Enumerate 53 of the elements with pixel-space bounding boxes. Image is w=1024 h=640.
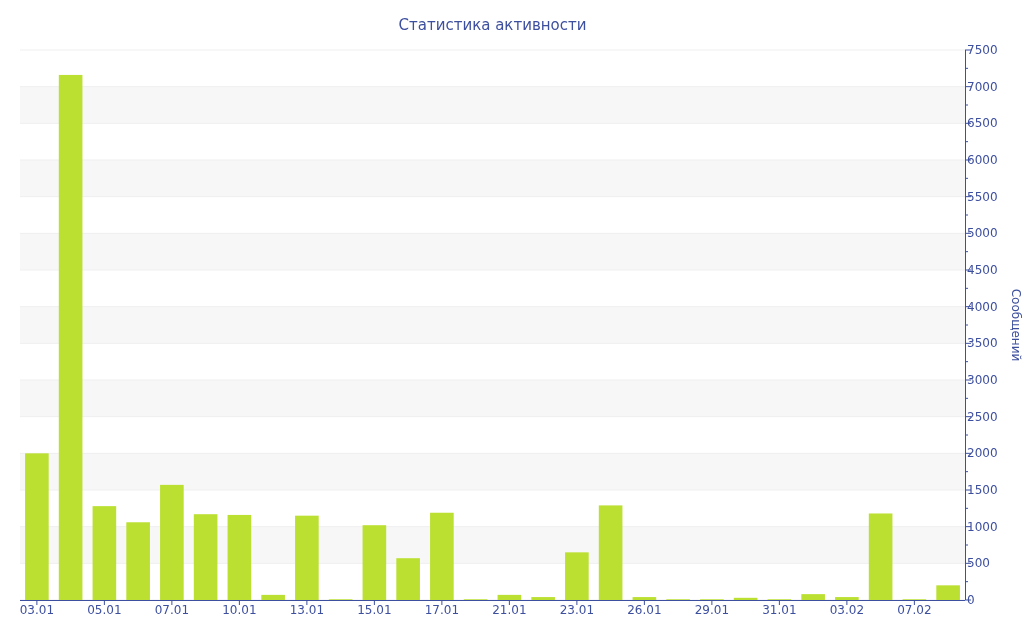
y-tick-label: 4000 bbox=[967, 299, 998, 314]
bar bbox=[193, 514, 218, 600]
y-tick-label: 7000 bbox=[967, 79, 998, 94]
bar bbox=[936, 585, 960, 600]
bar bbox=[565, 552, 589, 600]
x-tick-label: 23.01 bbox=[559, 603, 595, 617]
bar bbox=[160, 484, 184, 600]
x-tick-label: 17.01 bbox=[424, 603, 460, 617]
y-tick-label: 3500 bbox=[967, 336, 998, 351]
chart-title: Статистика активности bbox=[398, 16, 587, 34]
x-tick-label: 15.01 bbox=[357, 603, 392, 617]
x-tick-label: 21.01 bbox=[492, 603, 527, 617]
bar bbox=[835, 597, 859, 600]
bar bbox=[430, 512, 454, 600]
bar bbox=[227, 514, 252, 600]
bar bbox=[801, 594, 825, 600]
y-tick-label: 2500 bbox=[967, 409, 998, 424]
x-tick-label: 26.01 bbox=[627, 603, 662, 617]
bar bbox=[295, 515, 319, 600]
y-tick-label: 5500 bbox=[967, 189, 998, 204]
x-tick-label: 03.01 bbox=[19, 603, 55, 617]
x-tick-label: 10.01 bbox=[222, 603, 257, 617]
x-tick-label: 31.01 bbox=[762, 603, 797, 617]
bar bbox=[92, 506, 117, 600]
y-tick-label: 1500 bbox=[967, 483, 998, 497]
bar bbox=[261, 594, 285, 600]
bar bbox=[126, 522, 150, 600]
x-tick-label: 07.01 bbox=[154, 603, 190, 617]
y-axis-title: Сообщений bbox=[1009, 288, 1023, 362]
bar bbox=[632, 597, 657, 600]
bar bbox=[531, 597, 555, 600]
x-tick-label: 07.02 bbox=[897, 603, 932, 617]
x-tick-label: 03.02 bbox=[829, 603, 865, 617]
y-tick-label: 4500 bbox=[967, 263, 998, 277]
bar bbox=[25, 453, 49, 600]
y-tick-label: 6500 bbox=[967, 116, 998, 131]
bar bbox=[497, 594, 522, 600]
y-tick-label: 0 bbox=[967, 593, 975, 607]
y-tick-label: 7500 bbox=[967, 43, 998, 57]
bar bbox=[598, 505, 623, 600]
y-tick-label: 1000 bbox=[967, 519, 998, 534]
bar bbox=[396, 558, 420, 600]
y-tick-label: 2000 bbox=[967, 446, 998, 461]
bar bbox=[58, 74, 83, 600]
y-tick-label: 6000 bbox=[967, 153, 998, 167]
bar bbox=[362, 525, 387, 600]
y-tick-label: 3000 bbox=[967, 373, 998, 387]
y-tick-label: 500 bbox=[967, 556, 990, 571]
x-tick-label: 05.01 bbox=[87, 603, 122, 617]
bar bbox=[868, 513, 893, 600]
x-tick-label: 13.01 bbox=[289, 603, 325, 617]
x-tick-label: 29.01 bbox=[694, 603, 730, 617]
y-tick-label: 5000 bbox=[967, 226, 998, 241]
